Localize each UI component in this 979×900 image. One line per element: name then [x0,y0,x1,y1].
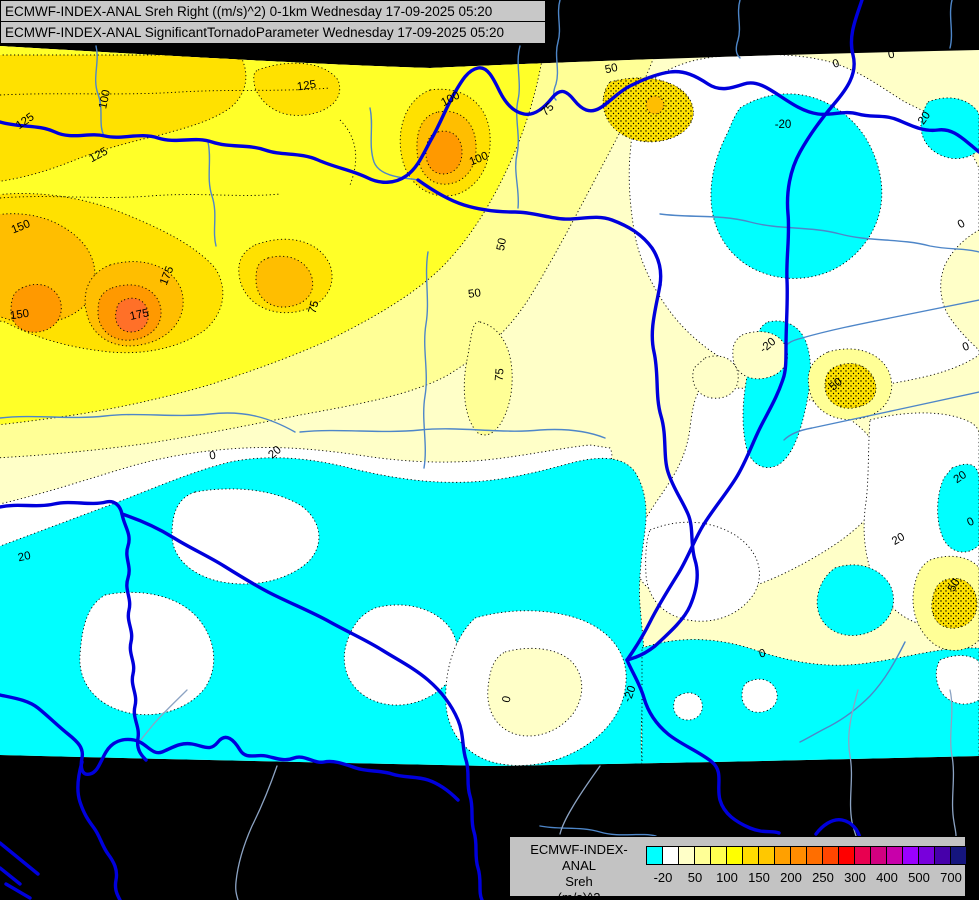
minor-rivers-dark-area [137,689,957,900]
colorbar [646,846,968,865]
legend-title: ECMWF-INDEX-ANAL [530,842,628,873]
legend-swatch-16 [903,847,919,864]
minor-rivers [0,0,979,837]
river-arc [814,818,862,840]
danube-south [625,283,699,662]
legend-swatch-1 [663,847,679,864]
coast-2 [4,882,32,900]
contour-label-100: 100 [97,89,113,110]
legend-parameter: Sreh [565,874,593,889]
legend-swatch-17 [919,847,935,864]
title-line-1: ECMWF-INDEX-ANAL Sreh Right ((m/s)^2) 0-… [0,0,546,22]
west-border [0,499,148,762]
contour-label--20: -20 [775,119,792,131]
contour-labels: 1251001251251501751751507510010050755050… [9,49,976,704]
legend-swatch-7 [759,847,775,864]
coast-3 [0,866,22,886]
legend-swatch-11 [823,847,839,864]
legend-swatch-0 [647,847,663,864]
contour-label-125: 125 [296,79,317,94]
contour-label--20: -20 [622,684,639,704]
legend-tick-100: 100 [716,870,738,885]
legend-swatch-5 [727,847,743,864]
legend-swatch-14 [871,847,887,864]
legend-swatch-8 [775,847,791,864]
legend-swatch-2 [679,847,695,864]
legend-tick-400: 400 [876,870,898,885]
danube-west [416,178,663,287]
contour-label-0: 0 [956,218,968,232]
legend-tick-500: 500 [908,870,930,885]
contour-label-175: 175 [129,307,150,323]
drava [120,512,484,900]
contour-label-0: 0 [961,340,971,353]
sava [0,693,460,802]
legend-swatch-15 [887,847,903,864]
contour-label-50: 50 [604,62,619,76]
border-descender [76,760,122,900]
legend-units: (m/s)^2 [557,890,601,900]
legend-swatch-4 [711,847,727,864]
contour-label-50: 50 [946,577,963,594]
legend-swatch-12 [839,847,855,864]
title-bar: ECMWF-INDEX-ANAL Sreh Right ((m/s)^2) 0-… [0,0,546,44]
coast-1 [0,841,40,876]
color-legend: ECMWF-INDEX-ANAL Sreh (m/s)^2 -20 50 100 15… [509,836,968,900]
legend-tick-300: 300 [844,870,866,885]
legend-swatch-9 [791,847,807,864]
legend-swatch-3 [695,847,711,864]
vistula-tisza [625,0,864,662]
legend-tick-250: 250 [812,870,834,885]
contour-label-0: 0 [209,450,217,463]
colorbar-wrap: -20 50 100 150 200 250 300 400 500 700 [646,846,968,892]
danube-southeast [625,658,781,835]
legend-tick-150: 150 [748,870,770,885]
contour-label-0: 0 [758,648,767,661]
contour-label-75: 75 [493,368,506,382]
legend-tick-50: 50 [687,870,703,885]
legend-text: ECMWF-INDEX-ANAL Sreh (m/s)^2 [514,842,644,900]
legend-swatch-18 [935,847,951,864]
contour-label-75: 75 [307,299,322,314]
legend-swatch-13 [855,847,871,864]
legend-swatch-19 [951,847,966,864]
northern-border [0,66,979,184]
legend-swatch-10 [807,847,823,864]
legend-tick-200: 200 [780,870,802,885]
contour-label-50: 50 [495,237,509,252]
contour-label-0: 0 [501,695,514,704]
contour-label-150: 150 [9,308,30,323]
legend-tick-700: 700 [940,870,962,885]
title-line-2: ECMWF-INDEX-ANAL SignificantTornadoParam… [0,22,546,44]
contour-label-50: 50 [467,287,481,301]
contour-label-0: 0 [831,57,841,70]
contour-fill-layers [0,46,979,766]
legend-swatch-6 [743,847,759,864]
contour-label-0: 0 [887,49,896,62]
contour-label-0: 0 [965,515,976,529]
legend-tick--20: -20 [653,870,673,885]
contour-label-20: 20 [890,531,907,548]
contour-label-20: 20 [17,550,32,564]
